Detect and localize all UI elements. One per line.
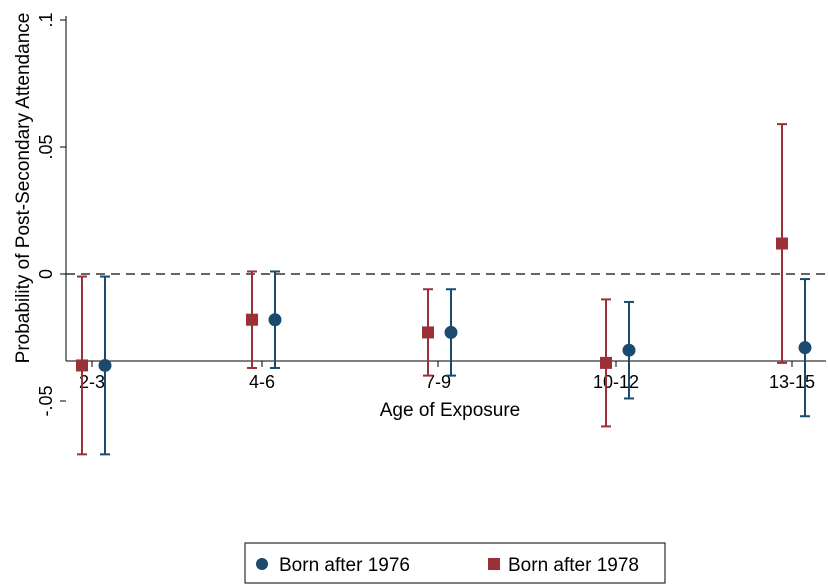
y-axis-title: Probability of Post-Secondary Attendance [13, 13, 34, 364]
x-tick-label: 13-15 [769, 372, 815, 392]
series-layer [76, 123, 812, 456]
legend-box [244, 542, 666, 584]
x-tick-label: 7-9 [425, 372, 451, 392]
y-axis-ticks: .1 .05 0 -.05 [36, 12, 66, 417]
x-axis-ticks: 2-3 4-6 7-9 10-12 13-15 [79, 361, 815, 392]
x-axis-title: Age of Exposure [380, 400, 520, 421]
point-born-after-1978 [776, 237, 788, 250]
point-born-after-1976 [798, 341, 812, 355]
legend-marker-born-after-1976 [256, 558, 268, 570]
legend-label-born-after-1978: Born after 1978 [508, 555, 639, 576]
point-born-after-1978 [76, 359, 88, 372]
point-born-after-1976 [622, 343, 636, 357]
y-tick-label: 0 [36, 269, 56, 279]
point-born-after-1978 [246, 313, 258, 326]
point-born-after-1976 [268, 313, 282, 327]
legend-label-born-after-1976: Born after 1976 [279, 555, 410, 576]
point-born-after-1976 [444, 325, 458, 339]
y-tick-label: .05 [36, 134, 56, 159]
legend: Born after 1976 Born after 1978 [244, 542, 666, 584]
y-tick-label: -.05 [36, 385, 56, 416]
legend-marker-born-after-1978 [488, 558, 500, 570]
x-tick-label: 4-6 [249, 372, 275, 392]
point-born-after-1978 [422, 326, 434, 339]
x-tick-label: 10-12 [593, 372, 639, 392]
point-born-after-1978 [600, 356, 612, 369]
x-tick-label: 2-3 [79, 372, 105, 392]
point-born-after-1976 [98, 358, 112, 372]
y-tick-label: .1 [36, 12, 56, 27]
